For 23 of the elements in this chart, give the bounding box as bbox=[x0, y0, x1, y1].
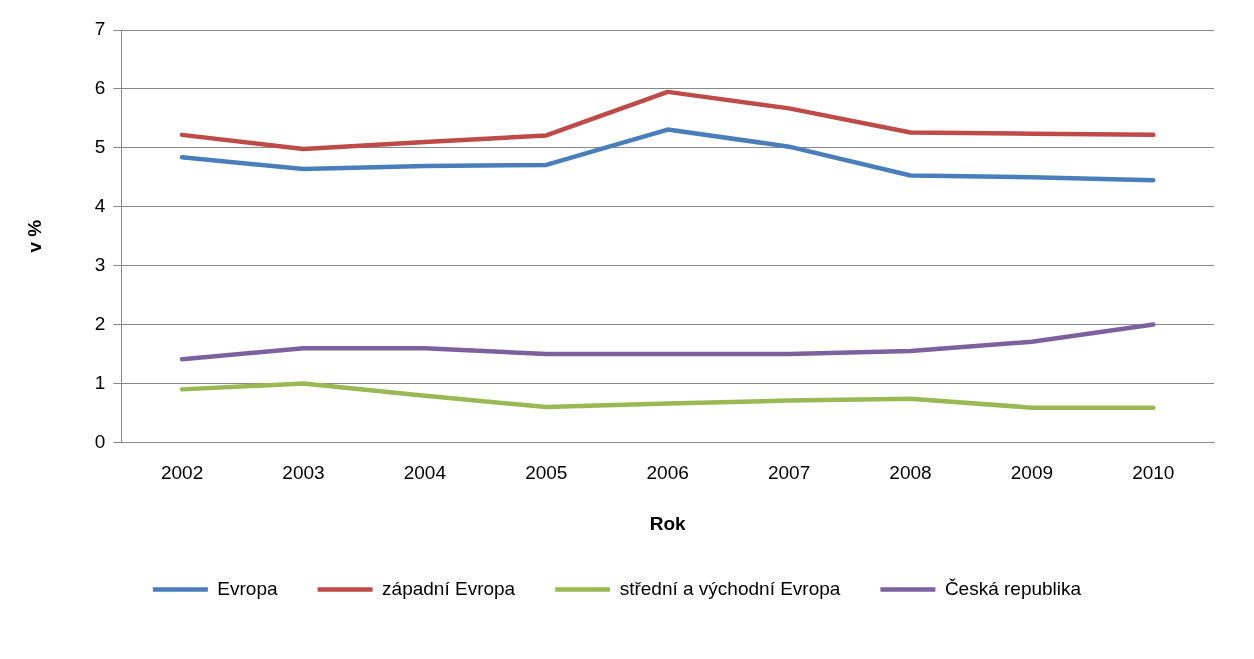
x-tick-label: 2010 bbox=[1132, 462, 1175, 484]
y-tick-label: 3 bbox=[94, 253, 106, 275]
x-tick-label: 2007 bbox=[767, 462, 811, 484]
legend-label: Evropa bbox=[217, 577, 278, 599]
x-tick-label: 2008 bbox=[889, 462, 932, 484]
x-tick-label: 2006 bbox=[646, 462, 689, 484]
y-tick-label: 0 bbox=[94, 430, 106, 452]
x-tick-label: 2003 bbox=[282, 462, 325, 484]
legend-label: střední a východní Evropa bbox=[619, 577, 841, 599]
x-tick-label: 2005 bbox=[525, 462, 568, 484]
x-tick-label: 2004 bbox=[403, 462, 447, 484]
y-tick-label: 4 bbox=[94, 194, 106, 216]
y-tick-label: 6 bbox=[94, 77, 106, 99]
y-tick-label: 1 bbox=[94, 371, 106, 393]
x-tick-label: 2002 bbox=[160, 462, 204, 484]
x-tick-label: 2009 bbox=[1010, 462, 1054, 484]
x-axis-title: Rok bbox=[649, 512, 687, 534]
legend-label: Česká republika bbox=[944, 577, 1082, 599]
y-tick-label: 5 bbox=[94, 136, 106, 158]
legend-label: západní Evropa bbox=[382, 577, 516, 599]
y-tick-label: 7 bbox=[94, 18, 106, 40]
y-tick-label: 2 bbox=[94, 312, 106, 334]
y-axis-title: v % bbox=[23, 219, 45, 253]
